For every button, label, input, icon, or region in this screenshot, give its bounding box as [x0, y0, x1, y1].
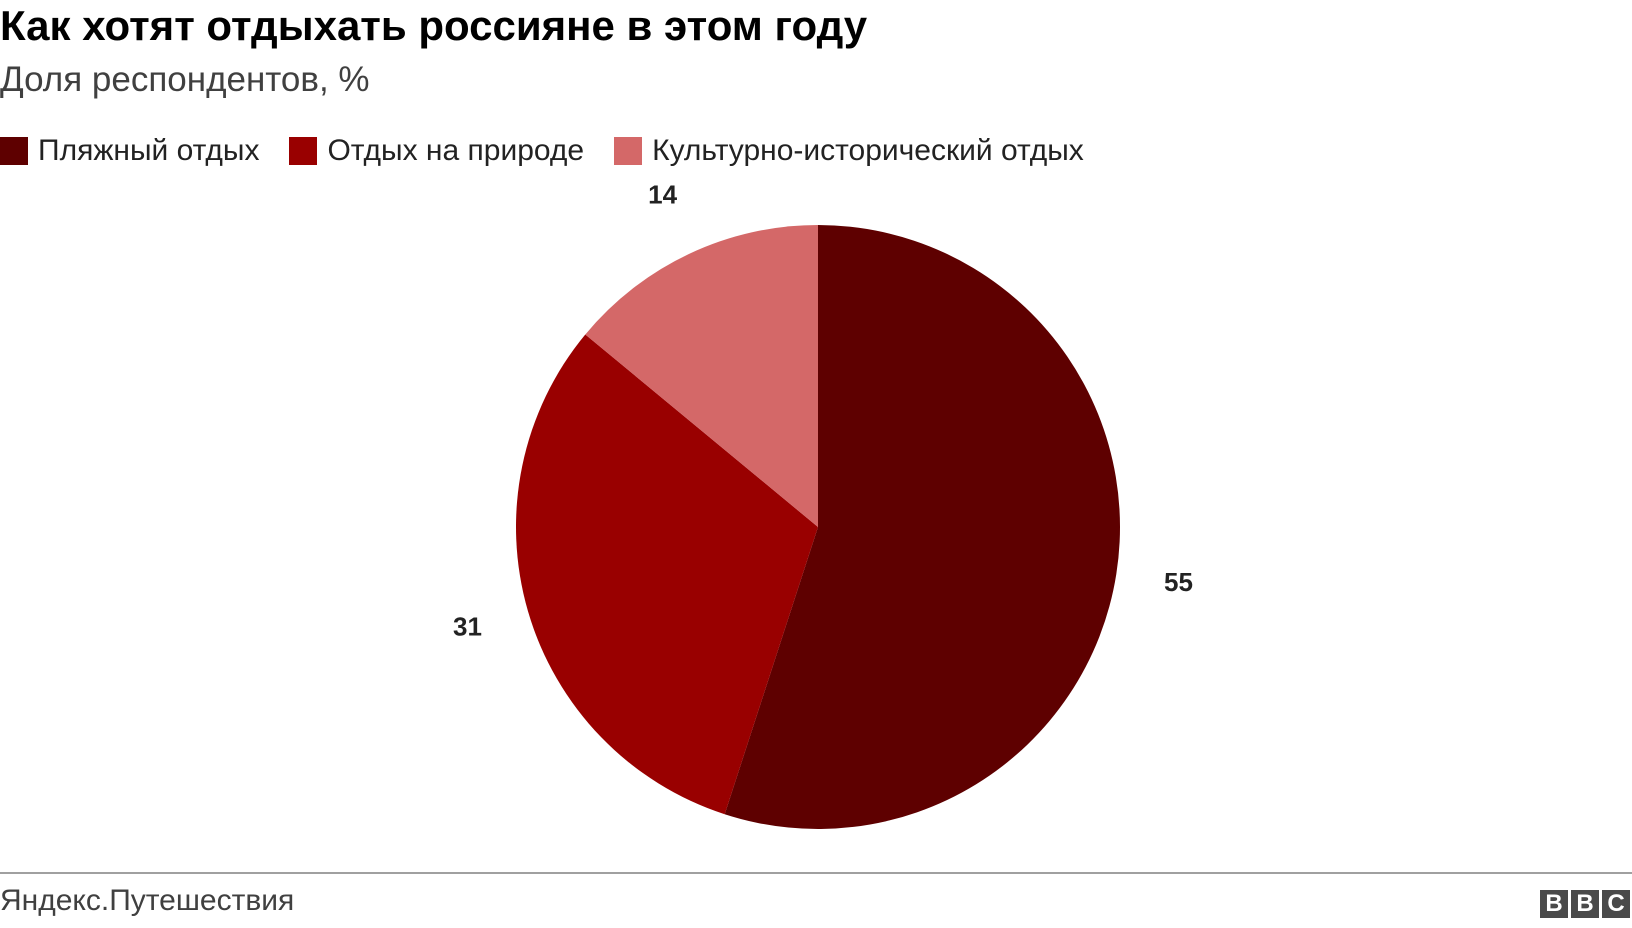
pie-chart: 55 31 14	[453, 180, 1193, 829]
legend-item-cultural: Культурно-исторический отдых	[614, 134, 1084, 168]
legend-item-nature: Отдых на природе	[289, 134, 584, 168]
slice-label-beach: 55	[1164, 567, 1193, 597]
legend-swatch-cultural	[614, 137, 643, 165]
pie-slice-beach	[724, 225, 1121, 829]
bbc-logo-letter: B	[1571, 890, 1599, 918]
footer-divider	[0, 872, 1632, 874]
bbc-logo-letter: B	[1540, 890, 1568, 918]
legend-label-cultural: Культурно-исторический отдых	[652, 134, 1084, 167]
legend-label-beach: Пляжный отдых	[38, 134, 260, 167]
chart-subtitle: Доля респондентов, %	[0, 60, 370, 99]
pie-slice-nature	[516, 334, 818, 815]
chart-title: Как хотят отдыхать россияне в этом году	[0, 2, 868, 49]
legend-swatch-nature	[289, 137, 318, 165]
legend-swatch-beach	[0, 137, 28, 165]
source-label: Яндекс.Путешествия	[0, 884, 295, 917]
slice-label-nature: 31	[453, 612, 482, 642]
legend-label-nature: Отдых на природе	[327, 134, 585, 167]
chart-legend: Пляжный отдых Отдых на природе Культурно…	[0, 134, 1114, 168]
bbc-logo-letter: C	[1602, 890, 1630, 918]
slice-label-cultural: 14	[648, 180, 677, 210]
bbc-logo: B B C	[1540, 890, 1630, 918]
pie-slice-cultural	[585, 225, 818, 527]
legend-item-beach: Пляжный отдых	[0, 134, 259, 168]
